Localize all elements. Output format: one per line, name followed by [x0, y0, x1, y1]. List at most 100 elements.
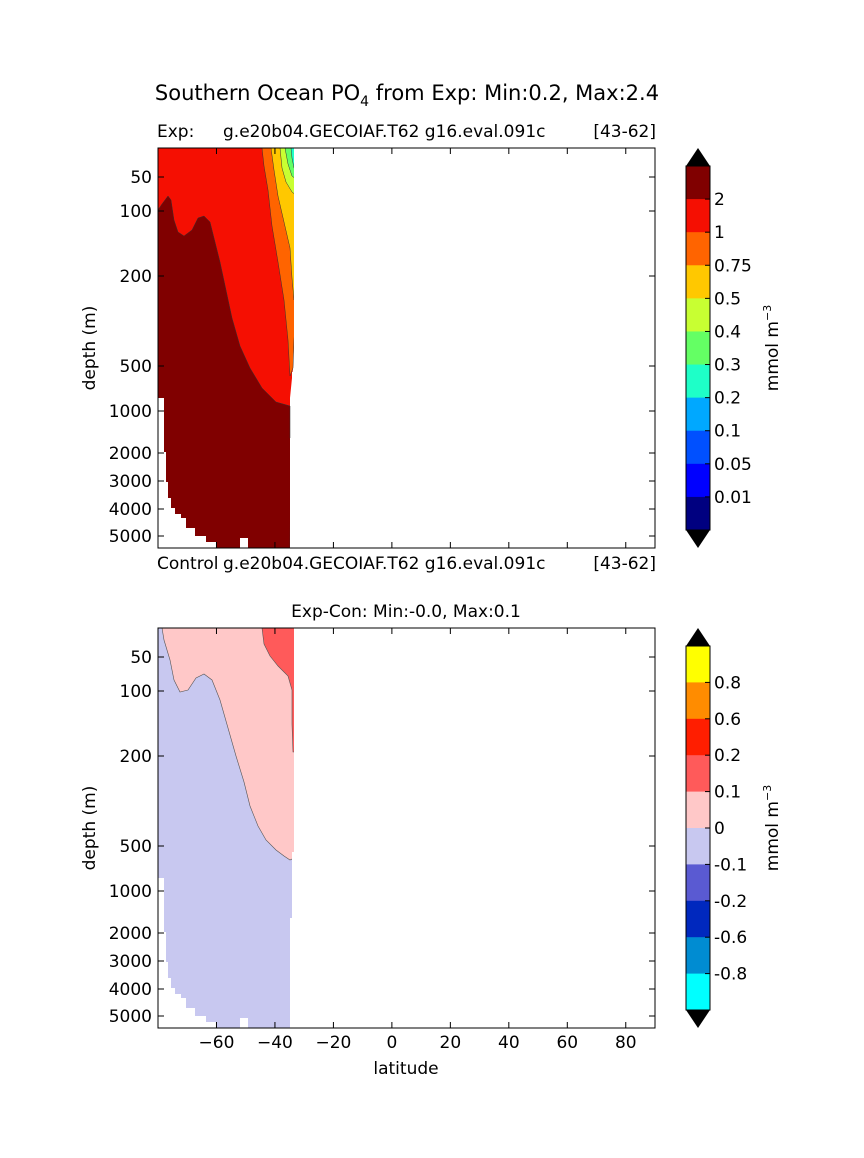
colorbar-band	[686, 646, 710, 683]
bottom-header-left: Control	[157, 554, 218, 574]
xtick-label: 40	[498, 1033, 520, 1053]
colorbar-tick-label: 0.2	[714, 746, 741, 766]
colorbar-tick-label: 0.05	[714, 455, 752, 475]
bottom-colorbar: 0.8 0.6 0.2 0.1 0 -0.1 -0.2 -0.6 -0.8	[685, 628, 747, 1028]
colorbar-band	[686, 864, 710, 902]
colorbar-tick-label: 0.75	[714, 256, 752, 276]
colorbar-extend-over	[686, 628, 710, 646]
bottom-title: Exp-Con: Min:-0.0, Max:0.1	[291, 602, 521, 622]
colorbar-tick-label: -0.1	[714, 855, 747, 875]
bottom-seamount-gap	[240, 1018, 248, 1028]
bottom-colorbar-label: mmol m−3	[761, 785, 783, 871]
colorbar-extend-over	[686, 148, 710, 166]
xtick-label: 0	[386, 1033, 397, 1053]
ytick-label: 500	[120, 837, 152, 857]
ytick-label: 1000	[109, 402, 152, 422]
figure-suptitle: Southern Ocean PO4 from Exp: Min:0.2, Ma…	[155, 81, 659, 110]
colorbar-band	[686, 755, 710, 793]
colorbar-tick-label: 0.6	[714, 710, 741, 730]
ytick-label: 100	[120, 202, 152, 222]
xtick-label: 80	[615, 1033, 637, 1053]
bottom-bottom-topography	[158, 878, 216, 1028]
bottom-yaxis: 50 100 200 500 1000 2000 3000 4000 5000	[109, 648, 655, 1027]
colorbar-band	[686, 397, 710, 432]
ytick-label: 2000	[109, 924, 152, 944]
bottom-axes-frame	[157, 627, 656, 1029]
colorbar-band	[686, 298, 710, 332]
top-ylabel: depth (m)	[80, 306, 100, 391]
colorbar-tick-label: 0.1	[714, 783, 741, 803]
bottom-header-center: g.e20b04.GECOIAF.T62 g16.eval.091c	[223, 554, 545, 574]
bottom-region-0-0-1	[161, 628, 298, 861]
xtick-label: 60	[556, 1033, 578, 1053]
ytick-label: 100	[120, 682, 152, 702]
top-seamount-gap	[240, 538, 248, 548]
colorbar-band	[686, 791, 710, 829]
ytick-label: 500	[120, 357, 152, 377]
bottom-header-right: [43-62]	[593, 554, 656, 574]
xtick-label: −40	[257, 1033, 293, 1053]
colorbar-extend-under	[686, 530, 710, 548]
ytick-label: 200	[120, 267, 152, 287]
ytick-label: 1000	[109, 882, 152, 902]
xtick-label: 20	[440, 1033, 462, 1053]
colorbar-band	[686, 331, 710, 366]
top-axes-frame	[157, 147, 656, 549]
xtick-label: −60	[199, 1033, 235, 1053]
colorbar-band	[686, 496, 710, 531]
top-colorbar: 2 1 0.75 0.5 0.4 0.3 0.2 0.1 0.05 0.01	[685, 148, 752, 548]
colorbar-tick-label: 0.4	[714, 322, 741, 342]
ytick-label: 3000	[109, 952, 152, 972]
colorbar-band	[686, 199, 710, 233]
top-title-right: [43-62]	[593, 122, 656, 142]
ytick-label: 50	[130, 648, 152, 668]
bottom-ylabel: depth (m)	[80, 786, 100, 871]
colorbar-band	[686, 937, 710, 975]
colorbar-band	[686, 682, 710, 720]
bottom-contour-field	[158, 628, 655, 1028]
colorbar-tick-label: 2	[714, 190, 725, 210]
colorbar-extend-under	[686, 1010, 710, 1028]
colorbar-tick-label: 0.01	[714, 488, 752, 508]
colorbar-band	[686, 232, 710, 266]
bottom-land-mask	[290, 628, 655, 1028]
colorbar-tick-label: 0.8	[714, 673, 741, 693]
top-bottom-topography	[158, 398, 216, 548]
colorbar-band	[686, 718, 710, 756]
top-contour-field	[158, 148, 655, 548]
colorbar-frame	[685, 165, 711, 531]
colorbar-tick-label: -0.6	[714, 928, 747, 948]
colorbar-tick-label: 0.5	[714, 289, 741, 309]
ytick-label: 4000	[109, 500, 152, 520]
colorbar-tick-label: 0	[714, 819, 725, 839]
ytick-label: 5000	[109, 527, 152, 547]
top-yaxis: 50 100 200 500 1000 2000 3000 4000 5000	[109, 148, 655, 548]
colorbar-tick-label: -0.8	[714, 965, 747, 985]
colorbar-band	[686, 364, 710, 399]
colorbar-tick-label: 0.2	[714, 389, 741, 409]
top-title-left: Exp:	[157, 122, 194, 142]
colorbar-tick-label: 0.1	[714, 422, 741, 442]
colorbar-band	[686, 265, 710, 299]
ytick-label: 2000	[109, 444, 152, 464]
ytick-label: 200	[120, 747, 152, 767]
top-colorbar-label: mmol m−3	[761, 305, 783, 391]
colorbar-band	[686, 900, 710, 938]
colorbar-band	[686, 828, 710, 865]
ytick-label: 4000	[109, 980, 152, 1000]
colorbar-tick-label: 0.3	[714, 356, 741, 376]
colorbar-band	[686, 973, 710, 1011]
bottom-xaxis: −60 −40 −20 0 20 40 60 80	[199, 628, 637, 1053]
colorbar-band	[686, 430, 710, 465]
ytick-label: 50	[130, 168, 152, 188]
xtick-label: −20	[315, 1033, 351, 1053]
ytick-label: 5000	[109, 1007, 152, 1027]
colorbar-band	[686, 166, 710, 200]
colorbar-band	[686, 463, 710, 498]
colorbar-tick-label: 1	[714, 223, 725, 243]
bottom-xlabel: latitude	[373, 1059, 438, 1079]
top-land-mask	[290, 148, 655, 548]
top-title-center: g.e20b04.GECOIAF.T62 g16.eval.091c	[223, 122, 545, 142]
colorbar-tick-label: -0.2	[714, 892, 747, 912]
